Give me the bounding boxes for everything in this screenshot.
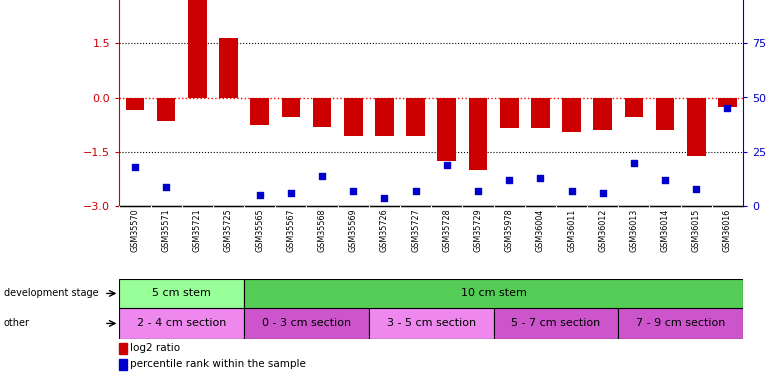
Bar: [119, 358, 127, 370]
Text: GSM36016: GSM36016: [723, 209, 732, 252]
Text: other: other: [4, 318, 30, 328]
Text: development stage: development stage: [4, 288, 99, 298]
Bar: [157, 98, 176, 121]
Text: GSM36004: GSM36004: [536, 209, 545, 252]
Bar: [656, 98, 675, 130]
Bar: [244, 308, 369, 339]
Bar: [494, 308, 618, 339]
Text: log2 ratio: log2 ratio: [130, 343, 180, 353]
Point: [534, 175, 547, 181]
Bar: [244, 279, 743, 308]
Bar: [500, 98, 518, 128]
Text: GSM35570: GSM35570: [130, 209, 139, 252]
Text: GSM35725: GSM35725: [224, 209, 233, 252]
Point: [253, 192, 266, 198]
Point: [659, 177, 671, 183]
Point: [440, 162, 453, 168]
Text: GSM35729: GSM35729: [474, 209, 483, 252]
Point: [378, 195, 390, 201]
Point: [597, 190, 609, 196]
Point: [160, 184, 172, 190]
Bar: [531, 98, 550, 128]
Bar: [624, 98, 643, 117]
Bar: [375, 98, 393, 136]
Bar: [437, 98, 456, 161]
Bar: [718, 98, 737, 106]
Point: [565, 188, 578, 194]
Bar: [250, 98, 269, 124]
Text: GSM36014: GSM36014: [661, 209, 670, 252]
Text: 2 - 4 cm section: 2 - 4 cm section: [137, 318, 226, 328]
Point: [690, 186, 702, 192]
Text: GSM35571: GSM35571: [162, 209, 171, 252]
Bar: [219, 38, 238, 98]
Bar: [618, 308, 743, 339]
Text: GSM36011: GSM36011: [567, 209, 576, 252]
Point: [472, 188, 484, 194]
Text: GSM35721: GSM35721: [192, 209, 202, 252]
Text: GSM36012: GSM36012: [598, 209, 608, 252]
Text: 3 - 5 cm section: 3 - 5 cm section: [387, 318, 476, 328]
Text: 5 cm stem: 5 cm stem: [152, 288, 211, 298]
Bar: [119, 279, 244, 308]
Text: 7 - 9 cm section: 7 - 9 cm section: [636, 318, 725, 328]
Bar: [687, 98, 705, 156]
Bar: [562, 98, 581, 132]
Text: GSM35568: GSM35568: [317, 209, 326, 252]
Point: [628, 160, 640, 166]
Point: [721, 105, 734, 111]
Text: GSM35726: GSM35726: [380, 209, 389, 252]
Point: [316, 173, 328, 179]
Text: GSM35569: GSM35569: [349, 209, 358, 252]
Text: percentile rank within the sample: percentile rank within the sample: [130, 359, 306, 369]
Bar: [407, 98, 425, 136]
Bar: [126, 98, 144, 110]
Text: GSM35978: GSM35978: [504, 209, 514, 252]
Text: GSM36013: GSM36013: [629, 209, 638, 252]
Text: 0 - 3 cm section: 0 - 3 cm section: [262, 318, 351, 328]
Bar: [469, 98, 487, 170]
Point: [503, 177, 515, 183]
Bar: [119, 308, 244, 339]
Text: GSM35728: GSM35728: [442, 209, 451, 252]
Text: 5 - 7 cm section: 5 - 7 cm section: [511, 318, 601, 328]
Bar: [313, 98, 331, 126]
Bar: [594, 98, 612, 130]
Bar: [369, 308, 494, 339]
Text: GSM35565: GSM35565: [255, 209, 264, 252]
Bar: [119, 343, 127, 354]
Point: [129, 164, 141, 170]
Text: GSM35567: GSM35567: [286, 209, 296, 252]
Point: [347, 188, 360, 194]
Text: GSM36015: GSM36015: [691, 209, 701, 252]
Bar: [282, 98, 300, 117]
Point: [410, 188, 422, 194]
Text: 10 cm stem: 10 cm stem: [460, 288, 527, 298]
Bar: [188, 0, 206, 98]
Point: [285, 190, 297, 196]
Bar: [344, 98, 363, 136]
Text: GSM35727: GSM35727: [411, 209, 420, 252]
